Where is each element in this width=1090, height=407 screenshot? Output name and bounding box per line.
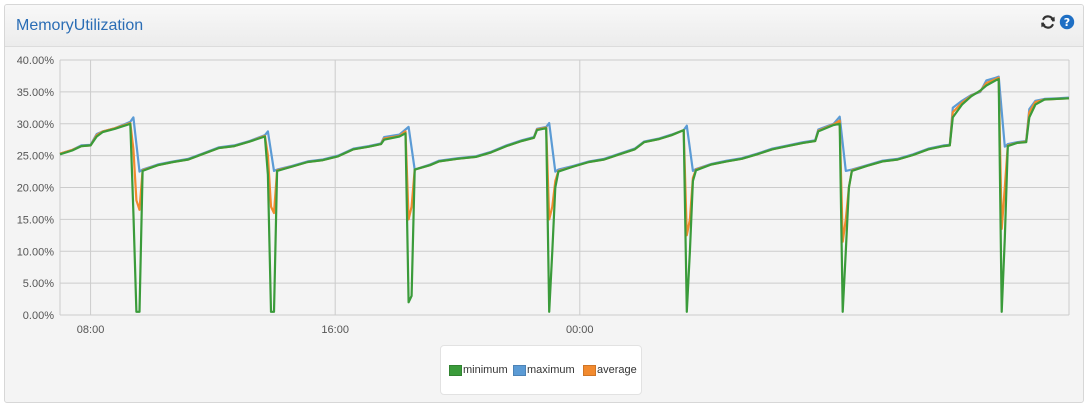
series-layer — [59, 75, 1070, 313]
legend-label-average: average — [597, 364, 637, 376]
y-tick-label: 25.00% — [17, 151, 55, 163]
y-tick-label: 15.00% — [17, 214, 55, 226]
svg-text:?: ? — [1064, 16, 1070, 29]
legend: minimum maximum average — [440, 345, 642, 395]
y-tick-label: 10.00% — [17, 246, 55, 258]
legend-swatch-average — [583, 364, 596, 376]
series-line-minimum — [59, 78, 1070, 313]
y-tick-label: 30.00% — [17, 119, 55, 131]
help-icon[interactable]: ? — [1059, 14, 1075, 30]
legend-item-maximum[interactable]: maximum — [513, 363, 575, 377]
legend-label-minimum: minimum — [463, 364, 508, 376]
x-axis-ticks: 08:00 16:00 00:00 — [77, 324, 594, 336]
x-tick-label: 00:00 — [566, 324, 594, 336]
x-tick-label: 08:00 — [77, 324, 105, 336]
refresh-icon[interactable] — [1040, 14, 1056, 30]
series-line-average — [59, 76, 1070, 243]
legend-label-maximum: maximum — [527, 364, 575, 376]
panel-title: MemoryUtilization — [16, 17, 144, 34]
memory-utilization-panel: MemoryUtilization ? — [4, 4, 1084, 403]
legend-swatch-minimum — [449, 364, 462, 376]
y-tick-label: 35.00% — [17, 87, 55, 99]
legend-item-average[interactable]: average — [583, 363, 637, 377]
legend-swatch-maximum — [513, 364, 526, 376]
legend-item-minimum[interactable]: minimum — [449, 363, 508, 377]
grid-layer — [59, 59, 1070, 316]
x-tick-label: 16:00 — [321, 324, 349, 336]
y-tick-label: 0.00% — [23, 310, 54, 322]
y-tick-label: 40.00% — [17, 55, 55, 67]
y-axis-ticks: 0.00% 5.00% 10.00% 15.00% 20.00% 25.00% 30.00%… — [17, 55, 55, 322]
y-tick-label: 20.00% — [17, 183, 55, 195]
panel-header: MemoryUtilization ? — [5, 5, 1083, 47]
y-tick-label: 5.00% — [23, 278, 54, 290]
